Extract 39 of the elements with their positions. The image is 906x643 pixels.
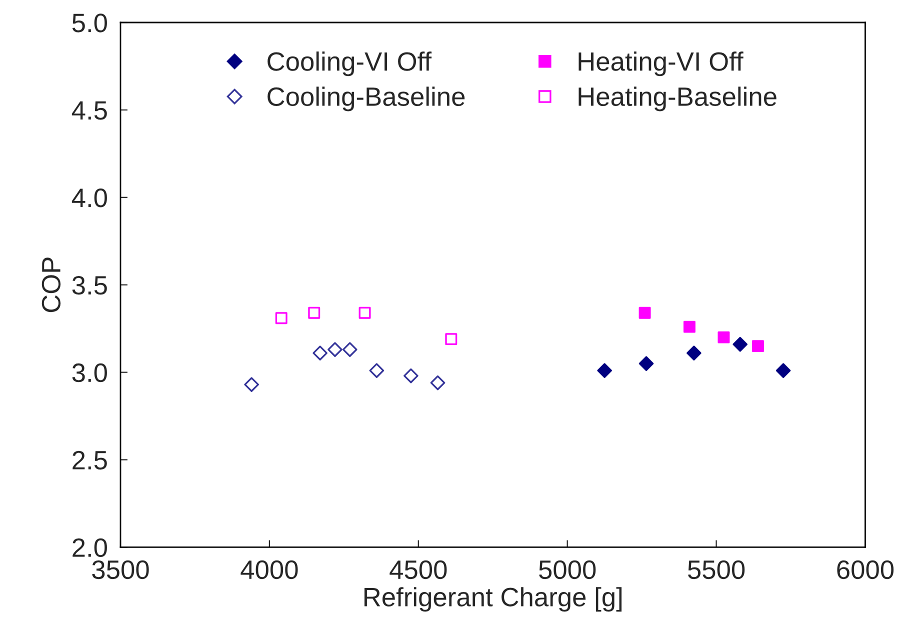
point xyxy=(776,363,791,378)
y-tick-label: 5.0 xyxy=(72,14,107,32)
point xyxy=(638,356,654,371)
point xyxy=(683,320,696,333)
point xyxy=(275,312,288,324)
x-tick-label: 4000 xyxy=(240,560,298,580)
y-axis-title: COP xyxy=(42,258,61,312)
x-tick-label: 6000 xyxy=(837,560,894,580)
x-axis-title: Refrigerant Charge [g] xyxy=(364,587,622,612)
point xyxy=(752,340,764,352)
y-tick-label: 2.0 xyxy=(72,538,107,558)
y-tick-label: 4.0 xyxy=(72,188,107,208)
point xyxy=(328,342,342,357)
point xyxy=(638,306,651,319)
point xyxy=(404,368,418,384)
point xyxy=(597,363,612,378)
point xyxy=(732,336,748,352)
y-tick-label: 3.5 xyxy=(72,276,107,295)
x-tick-label: 4500 xyxy=(390,560,447,580)
point xyxy=(342,342,358,357)
point xyxy=(686,346,702,360)
point xyxy=(308,306,320,319)
point xyxy=(445,333,458,346)
point xyxy=(358,306,371,319)
x-tick-label: 3500 xyxy=(92,560,149,580)
y-tick-label: 2.5 xyxy=(72,450,107,470)
point xyxy=(718,331,730,344)
y-tick-label: 3.0 xyxy=(72,363,107,382)
x-tick-label: 5500 xyxy=(688,560,745,580)
legend-label: Cooling-VI Off xyxy=(268,52,432,76)
point xyxy=(369,363,384,378)
point xyxy=(430,375,446,390)
point xyxy=(244,377,259,392)
legend-label: Cooling-Baseline xyxy=(268,86,465,112)
legend-label: Heating-Baseline xyxy=(578,86,776,112)
y-tick-label: 4.5 xyxy=(72,101,107,120)
point xyxy=(312,346,328,360)
x-tick-label: 5000 xyxy=(539,560,596,580)
legend-label: Heating-VI Off xyxy=(578,52,744,76)
